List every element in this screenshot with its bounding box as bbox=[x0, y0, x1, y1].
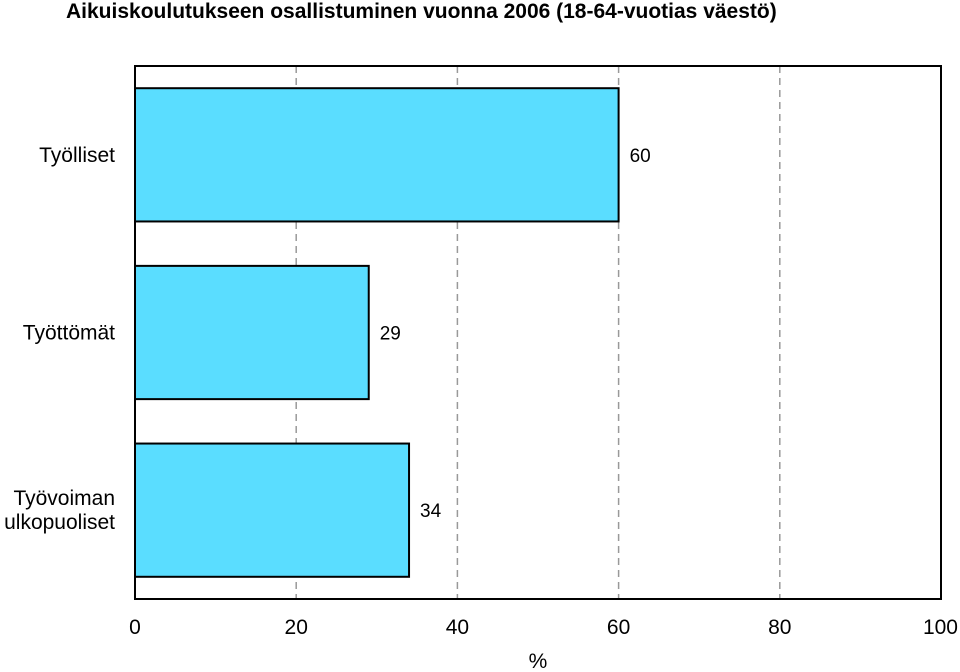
plot-frame bbox=[134, 65, 942, 600]
x-tick-label-20: 20 bbox=[285, 616, 308, 639]
value-label-1: 60 bbox=[630, 146, 651, 167]
category-label-3-line-2: ulkopuoliset bbox=[4, 511, 115, 534]
chart-title: Aikuiskoulutukseen osallistuminen vuonna… bbox=[66, 0, 777, 23]
x-tick-label-40: 40 bbox=[446, 616, 469, 639]
bar-2 bbox=[134, 264, 370, 401]
bar-1 bbox=[134, 87, 620, 223]
x-tick-label-0: 0 bbox=[129, 616, 141, 639]
x-tick-label-100: 100 bbox=[923, 616, 958, 639]
x-tick-label-60: 60 bbox=[607, 616, 630, 639]
value-label-2: 29 bbox=[380, 324, 401, 345]
x-tick-label-80: 80 bbox=[768, 616, 791, 639]
x-axis-label: % bbox=[529, 650, 548, 672]
category-label-3-line-1: Työvoiman bbox=[13, 487, 115, 510]
category-label-1-line-1: Työlliset bbox=[39, 144, 115, 167]
category-label-2-line-1: Työttömät bbox=[23, 322, 115, 345]
x-tick-labels: 0 20 40 60 80 100 bbox=[129, 616, 958, 639]
value-labels: 60 29 34 bbox=[380, 146, 651, 522]
value-label-3: 34 bbox=[420, 501, 442, 522]
bars bbox=[134, 87, 620, 578]
bar-3 bbox=[134, 442, 411, 578]
